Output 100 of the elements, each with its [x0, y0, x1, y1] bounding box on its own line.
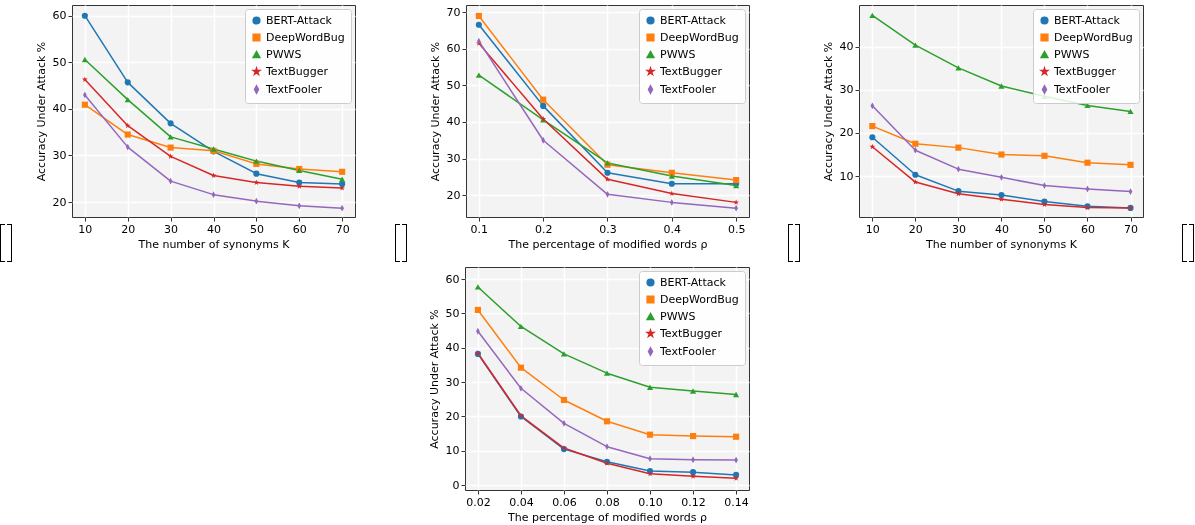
- legend-label: DeepWordBug: [1054, 30, 1133, 44]
- legend-label: BERT-Attack: [660, 275, 727, 289]
- x-tick-label: 0.2: [534, 222, 553, 236]
- point: [296, 183, 303, 189]
- y-tick-label: 10: [839, 169, 854, 183]
- point: [1127, 161, 1134, 168]
- legend-label: PWWS: [266, 47, 302, 61]
- point: [339, 185, 346, 191]
- point: [733, 433, 740, 440]
- legend-label: BERT-Attack: [660, 13, 727, 27]
- legend-label: DeepWordBug: [266, 30, 345, 44]
- x-tick-label: 0.04: [509, 495, 534, 509]
- point: [517, 323, 525, 330]
- y-tick-label: 0: [452, 478, 460, 492]
- x-tick-label: 0.3: [599, 222, 617, 236]
- point: [869, 123, 876, 130]
- point: [560, 396, 568, 404]
- y-tick-label: 30: [445, 375, 460, 389]
- x-tick-label: 10: [78, 222, 93, 236]
- x-axis-title: The percentage of modified words ρ: [507, 237, 708, 251]
- point: [690, 473, 696, 479]
- legend-label: PWWS: [660, 309, 696, 323]
- y-axis-title: Accuracy Under Attack %: [821, 41, 835, 182]
- point: [167, 144, 174, 151]
- point: [689, 388, 697, 394]
- y-tick-label: 10: [445, 444, 460, 458]
- point: [998, 83, 1005, 89]
- legend-label: TextBugger: [659, 64, 723, 78]
- point: [517, 364, 525, 371]
- point: [668, 173, 675, 179]
- point: [733, 391, 740, 398]
- legend-label: DeepWordBug: [660, 292, 739, 306]
- point: [733, 475, 740, 481]
- y-tick-label: 60: [446, 42, 461, 56]
- point: [998, 151, 1005, 158]
- x-tick-label: 0.5: [727, 222, 746, 236]
- x-tick-label: 0.02: [466, 495, 491, 509]
- y-tick-label: 20: [52, 195, 67, 209]
- point: [1042, 182, 1047, 189]
- y-tick-label: 40: [445, 341, 460, 355]
- point: [124, 122, 131, 129]
- x-tick-label: 30: [164, 222, 179, 236]
- point: [869, 12, 876, 19]
- point: [869, 143, 876, 150]
- legend-label: TextBugger: [1053, 64, 1117, 78]
- y-tick-label: 20: [446, 188, 461, 202]
- y-tick-label: 20: [445, 409, 460, 423]
- y-axis-title: Accuracy Under Attack %: [34, 41, 48, 182]
- point: [955, 144, 962, 151]
- y-tick-label: 60: [52, 9, 67, 23]
- point: [733, 199, 740, 205]
- legend-label: TextFooler: [659, 344, 717, 358]
- y-tick-label: 40: [839, 40, 854, 54]
- x-tick-label: 60: [1080, 222, 1095, 236]
- point: [540, 102, 547, 109]
- point: [475, 72, 482, 78]
- point: [81, 12, 88, 19]
- y-tick-label: 30: [446, 152, 461, 166]
- point: [474, 306, 481, 314]
- y-tick-label: 40: [52, 102, 67, 116]
- y-tick-label: 30: [839, 83, 854, 97]
- point: [603, 370, 611, 376]
- legend-label: TextFooler: [265, 82, 323, 96]
- y-tick-label: 20: [839, 126, 854, 140]
- y-tick-label: 30: [52, 149, 67, 162]
- point: [167, 153, 174, 159]
- legend-label: DeepWordBug: [660, 30, 739, 44]
- legend-label: BERT-Attack: [266, 13, 333, 27]
- y-tick-label: 40: [446, 115, 461, 129]
- point: [167, 120, 174, 127]
- y-tick-label: 50: [445, 306, 460, 320]
- y-axis-title: Accuracy Under Attack %: [428, 41, 442, 182]
- x-tick-label: 0.06: [552, 495, 577, 509]
- point: [668, 180, 675, 187]
- point: [912, 179, 919, 185]
- x-tick-label: 0.4: [663, 222, 682, 236]
- legend-label: BERT-Attack: [1054, 13, 1121, 27]
- x-tick-label: 50: [1037, 222, 1052, 236]
- point: [869, 134, 876, 141]
- x-tick-label: 10: [865, 222, 880, 236]
- point: [1041, 152, 1048, 159]
- x-axis-title: The number of synonyms K: [137, 237, 291, 251]
- point: [124, 79, 131, 86]
- point: [1084, 159, 1091, 166]
- point: [912, 140, 919, 147]
- legend-label: TextFooler: [659, 82, 717, 96]
- point: [604, 176, 611, 182]
- y-axis-title: Accuracy Under Attack %: [427, 309, 441, 449]
- x-tick-label: 70: [1124, 222, 1139, 236]
- point: [646, 431, 654, 438]
- x-tick-label: 0.12: [681, 495, 706, 509]
- x-tick-label: 0.1: [470, 222, 489, 236]
- point: [124, 96, 131, 103]
- x-tick-label: 30: [951, 222, 966, 236]
- x-tick-label: 0.10: [638, 495, 663, 509]
- legend-label: TextBugger: [265, 64, 329, 78]
- point: [560, 351, 568, 357]
- point: [253, 170, 260, 177]
- point: [646, 384, 654, 390]
- x-axis-title: The number of synonyms K: [924, 237, 1078, 251]
